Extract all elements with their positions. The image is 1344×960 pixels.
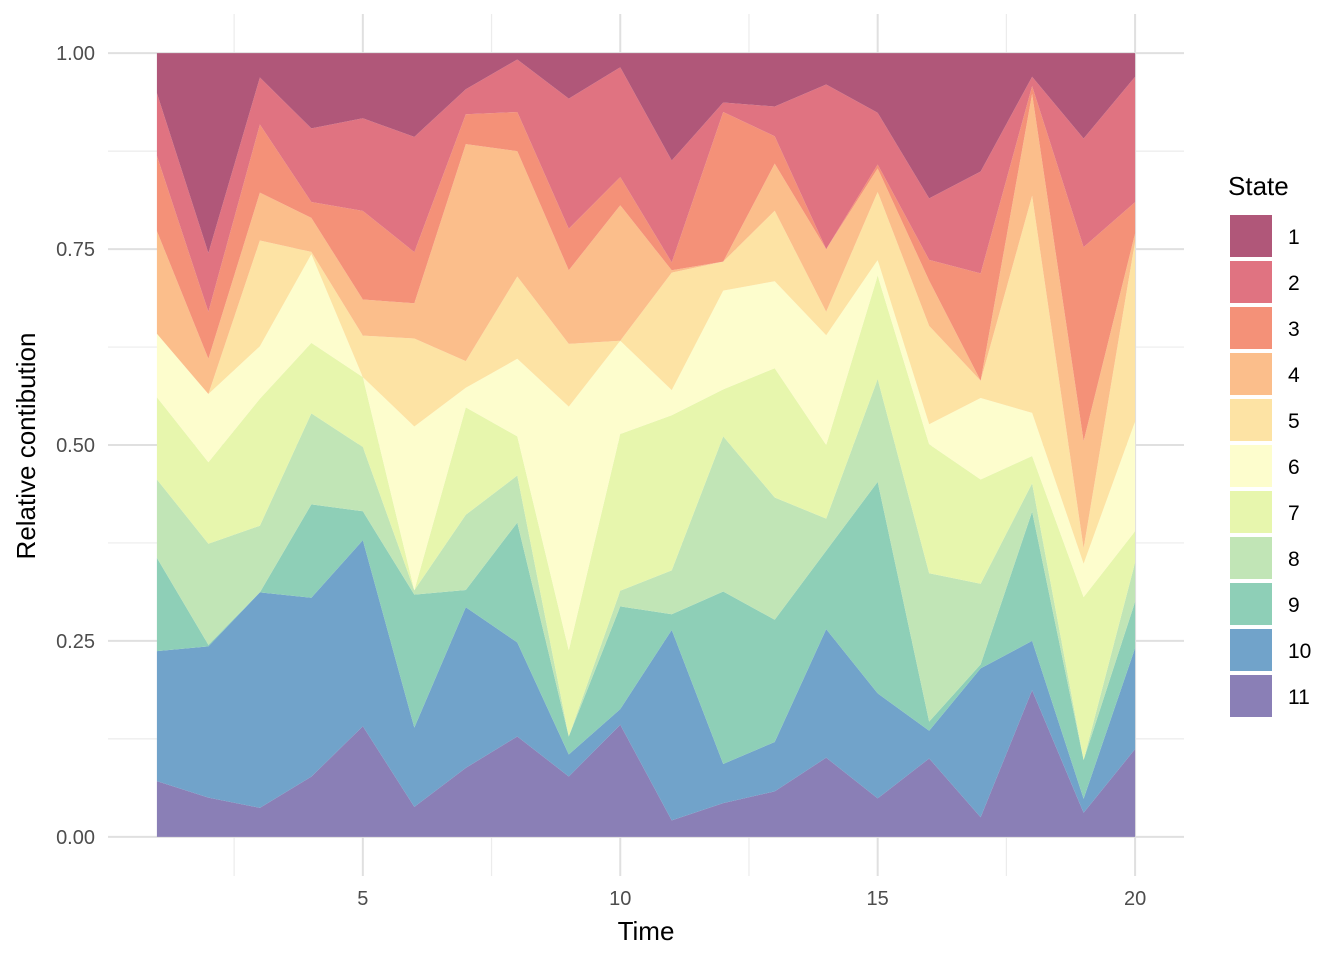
legend-swatch-1 bbox=[1230, 215, 1272, 257]
x-axis-title: Time bbox=[618, 916, 675, 946]
legend-label-8: 8 bbox=[1288, 548, 1300, 571]
y-tick-label: 0.75 bbox=[56, 239, 95, 261]
y-axis-tick-labels: 0.00 0.25 0.50 0.75 1.00 bbox=[56, 43, 95, 849]
legend-label-10: 10 bbox=[1288, 640, 1311, 663]
legend-label-1: 1 bbox=[1288, 226, 1300, 249]
legend-swatch-9 bbox=[1230, 583, 1272, 625]
legend-swatch-6 bbox=[1230, 445, 1272, 487]
x-tick-label: 5 bbox=[357, 888, 368, 910]
area-state-11 bbox=[156, 690, 1136, 837]
x-tick-label: 15 bbox=[867, 888, 889, 910]
legend-swatch-7 bbox=[1230, 491, 1272, 533]
legend-title: State bbox=[1228, 171, 1289, 201]
area-state-3 bbox=[156, 86, 1136, 442]
area-state-4 bbox=[156, 93, 1136, 549]
x-tick-label: 20 bbox=[1124, 888, 1146, 910]
legend-label-7: 7 bbox=[1288, 502, 1300, 525]
legend-label-4: 4 bbox=[1288, 364, 1300, 387]
legend-swatch-8 bbox=[1230, 537, 1272, 579]
legend-label-2: 2 bbox=[1288, 272, 1300, 295]
y-tick-label: 0.50 bbox=[56, 435, 95, 457]
area-state-9 bbox=[156, 481, 1136, 799]
area-state-8 bbox=[156, 379, 1136, 761]
legend-swatch-10 bbox=[1230, 629, 1272, 671]
area-state-1 bbox=[156, 53, 1136, 254]
y-axis-title: Relative contibution bbox=[11, 333, 41, 560]
area-layers bbox=[156, 53, 1136, 837]
legend-label-11: 11 bbox=[1288, 686, 1310, 709]
legend-swatch-11 bbox=[1230, 675, 1272, 717]
legend-label-5: 5 bbox=[1288, 410, 1300, 433]
area-state-2 bbox=[156, 59, 1136, 312]
legend-label-6: 6 bbox=[1288, 456, 1300, 479]
y-tick-label: 0.00 bbox=[56, 827, 95, 849]
area-state-7 bbox=[156, 275, 1136, 761]
area-state-5 bbox=[156, 191, 1136, 564]
legend: 1 2 3 4 5 6 7 8 9 10 11 bbox=[1230, 215, 1311, 717]
y-tick-label: 0.25 bbox=[56, 631, 95, 653]
legend-swatch-5 bbox=[1230, 399, 1272, 441]
x-tick-label: 10 bbox=[609, 888, 631, 910]
legend-label-9: 9 bbox=[1288, 594, 1300, 617]
y-tick-label: 1.00 bbox=[56, 43, 95, 65]
legend-swatch-2 bbox=[1230, 261, 1272, 303]
legend-swatch-3 bbox=[1230, 307, 1272, 349]
area-state-10 bbox=[156, 540, 1136, 821]
legend-label-3: 3 bbox=[1288, 318, 1300, 341]
legend-swatch-4 bbox=[1230, 353, 1272, 395]
x-axis-tick-labels: 5 10 15 20 bbox=[357, 888, 1146, 910]
